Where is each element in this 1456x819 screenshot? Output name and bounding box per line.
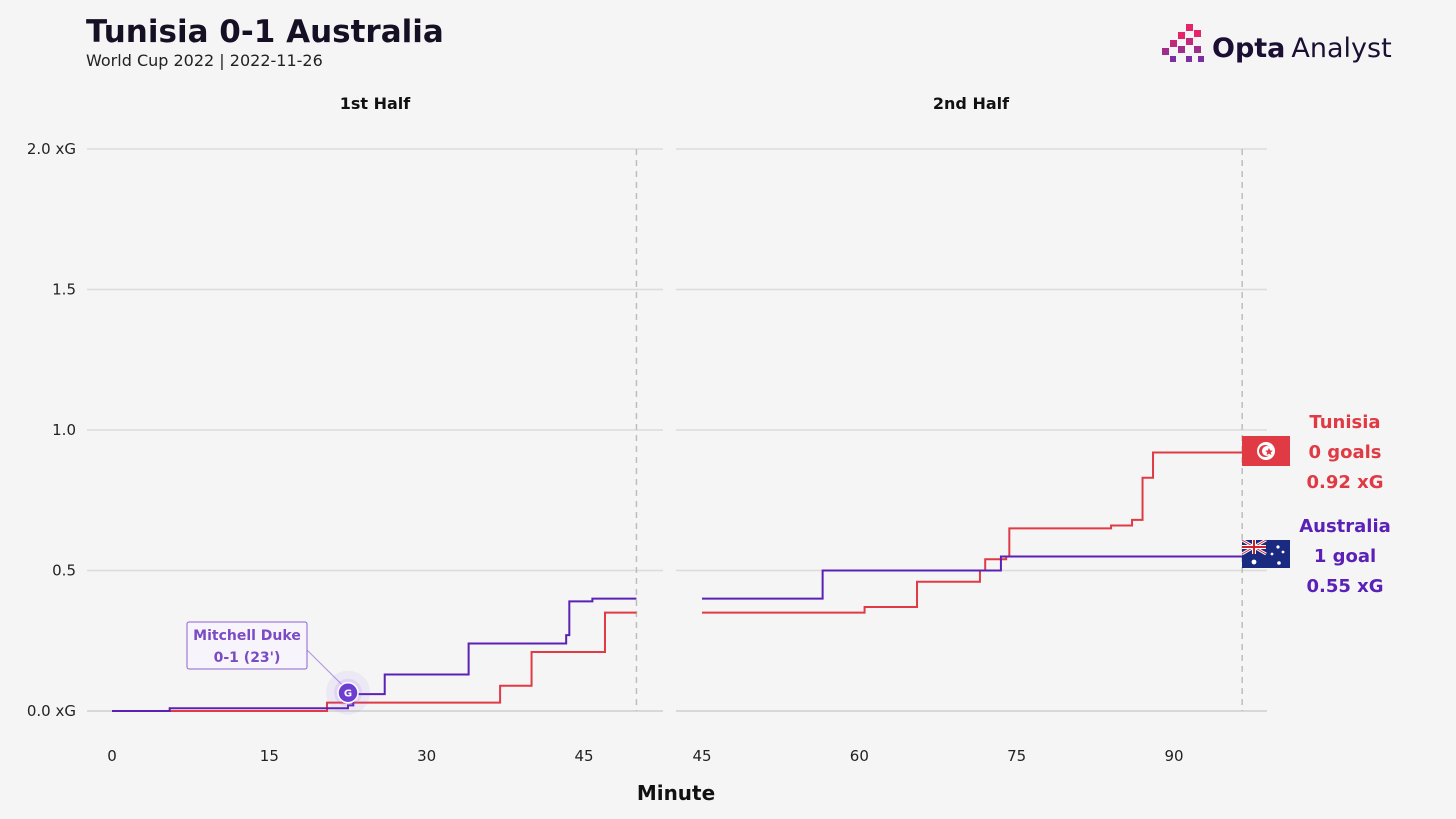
annotation-box bbox=[186, 621, 308, 670]
brand-name: Opta Analyst bbox=[1212, 33, 1392, 64]
annotation-leader-line bbox=[304, 647, 345, 688]
y-tick-label: 2.0 xG bbox=[27, 140, 76, 158]
series-line-australia bbox=[112, 597, 637, 712]
chart-subtitle: World Cup 2022 | 2022-11-26 bbox=[86, 51, 323, 70]
australia-flag-icon bbox=[1241, 538, 1290, 568]
team-name-tunisia: Tunisia bbox=[1309, 412, 1380, 433]
y-tick-label: 1.0 bbox=[52, 421, 76, 439]
x-tick-label: 90 bbox=[1164, 747, 1183, 765]
x-tick-label: 45 bbox=[692, 747, 711, 765]
team-xg-australia: 0.55 xG bbox=[1306, 576, 1383, 597]
x-axis-label: Minute bbox=[637, 781, 715, 805]
x-tick-label: 60 bbox=[850, 747, 869, 765]
panel-1st-half: 0 15 30 45 Mitchell Duke 0-1 (23') G bbox=[87, 148, 663, 765]
x-tick-label: 15 bbox=[260, 747, 279, 765]
annotation-detail: 0-1 (23') bbox=[214, 650, 281, 666]
series-line-australia bbox=[702, 555, 1243, 600]
goal-annotation: Mitchell Duke 0-1 (23') G bbox=[186, 621, 370, 715]
team-xg-tunisia: 0.92 xG bbox=[1306, 472, 1383, 493]
series-line-tunisia bbox=[702, 451, 1243, 614]
y-tick-label: 0.0 xG bbox=[27, 702, 76, 720]
team-goals-tunisia: 0 goals bbox=[1308, 442, 1381, 463]
panel-title-2nd-half: 2nd Half bbox=[933, 94, 1010, 113]
panel-title-1st-half: 1st Half bbox=[340, 94, 412, 113]
chart-title: Tunisia 0-1 Australia bbox=[86, 14, 444, 50]
panel-2nd-half: 45 60 75 90 bbox=[676, 148, 1267, 765]
opta-logo-mark bbox=[1162, 24, 1204, 62]
y-tick-label: 0.5 bbox=[52, 562, 76, 580]
series-line-tunisia bbox=[112, 611, 637, 712]
goal-marker bbox=[337, 681, 359, 704]
team-legend-tunisia: Tunisia 0 goals 0.92 xG bbox=[1242, 412, 1384, 493]
y-tick-label: 1.5 bbox=[52, 281, 76, 299]
team-name-australia: Australia bbox=[1299, 516, 1391, 537]
x-tick-label: 45 bbox=[574, 747, 593, 765]
annotation-player: Mitchell Duke bbox=[193, 628, 301, 644]
opta-analyst-logo: Opta Analyst bbox=[1162, 24, 1392, 64]
tunisia-flag-icon bbox=[1242, 436, 1290, 466]
x-tick-label: 0 bbox=[107, 747, 117, 765]
goal-marker-label: G bbox=[344, 689, 352, 700]
team-goals-australia: 1 goal bbox=[1314, 546, 1376, 567]
x-tick-label: 30 bbox=[417, 747, 436, 765]
x-tick-label: 75 bbox=[1007, 747, 1026, 765]
y-axis-ticks: 0.0 xG 0.5 1.0 1.5 2.0 xG bbox=[27, 140, 76, 720]
team-legend-australia: Australia 1 goal 0.55 xG bbox=[1241, 516, 1391, 597]
